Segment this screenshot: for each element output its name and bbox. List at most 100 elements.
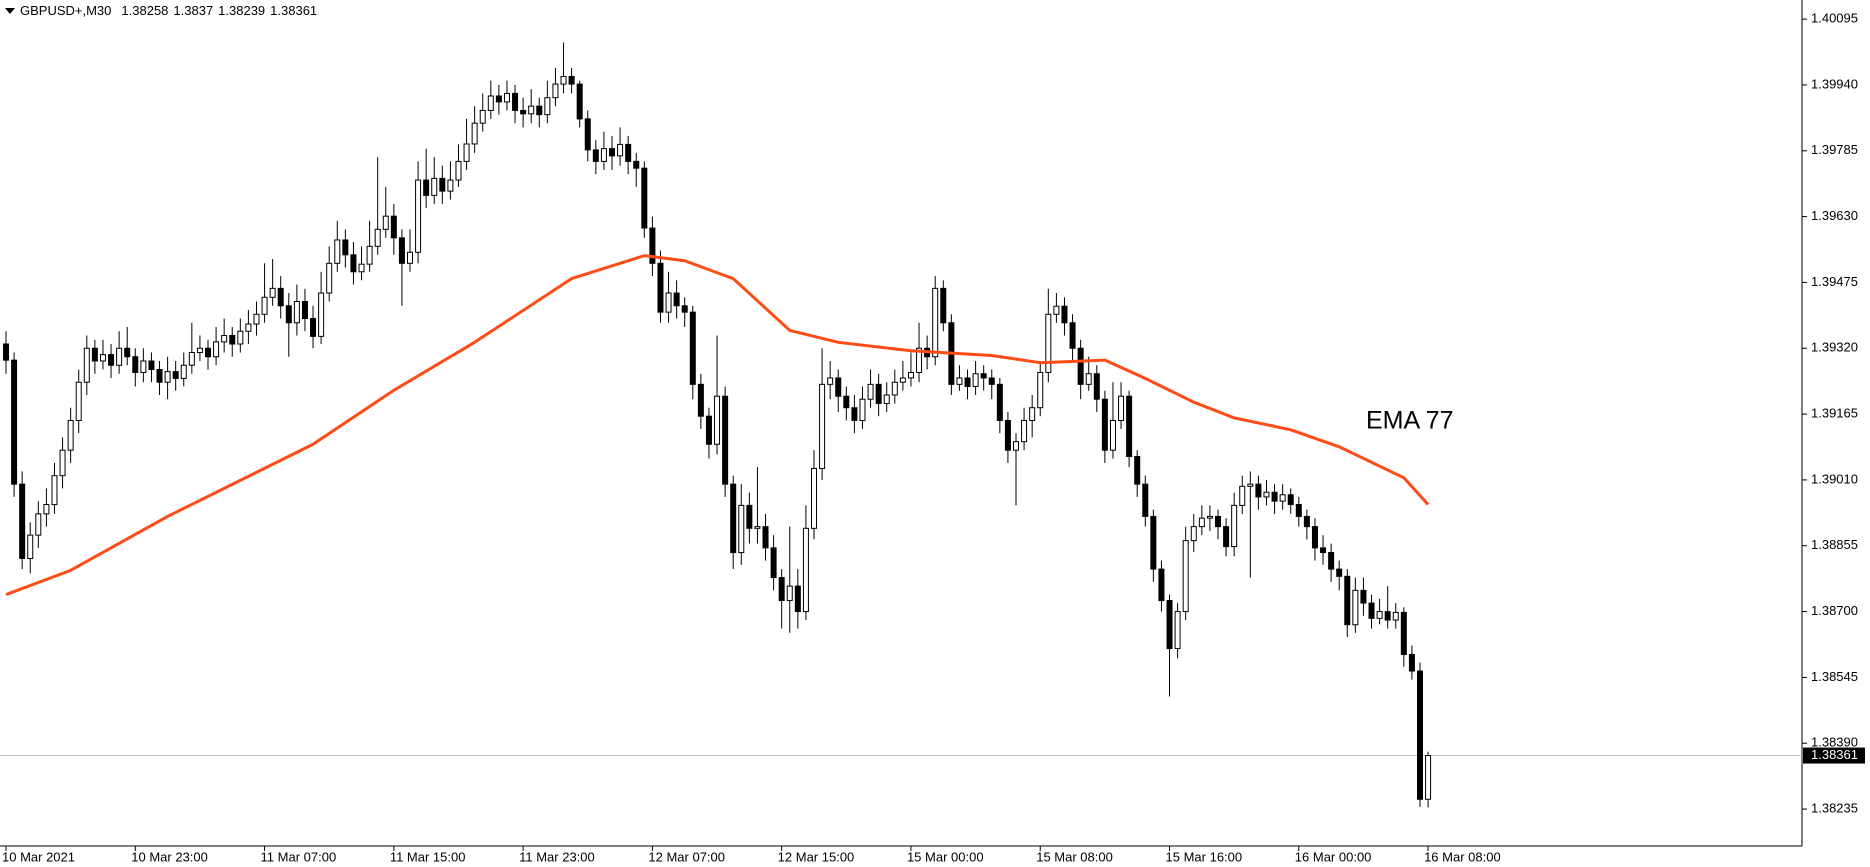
candle-body <box>1368 602 1375 619</box>
candle-body <box>1360 589 1367 604</box>
candle-body <box>390 215 397 239</box>
y-tick-label: 1.40095 <box>1811 11 1858 26</box>
candle-body <box>1053 305 1060 315</box>
candle-body <box>835 377 842 397</box>
x-tick-label: 15 Mar 00:00 <box>907 849 984 864</box>
candle-body <box>544 97 551 116</box>
x-tick-label: 12 Mar 07:00 <box>648 849 725 864</box>
candle-body <box>851 407 858 421</box>
candle-body <box>754 526 761 529</box>
candle-body <box>681 305 688 313</box>
candle-body <box>374 228 381 247</box>
candle-body <box>1231 504 1238 548</box>
candle-body <box>67 419 74 451</box>
x-tick-label: 11 Mar 15:00 <box>390 849 466 864</box>
candle-body <box>972 373 979 387</box>
candle-body <box>1392 611 1399 621</box>
x-tick-label: 15 Mar 08:00 <box>1036 849 1113 864</box>
candle-body <box>132 356 139 373</box>
candle-body <box>714 395 721 445</box>
candle-body <box>487 95 494 111</box>
candle-body <box>1215 515 1221 528</box>
candle-body <box>657 262 664 313</box>
candle-body <box>980 373 987 379</box>
candle-body <box>19 483 26 559</box>
candle-body <box>1352 589 1359 626</box>
candle-body <box>641 167 648 229</box>
menu-triangle[interactable] <box>5 8 15 14</box>
candle-body <box>1320 547 1327 554</box>
candle-body <box>43 504 50 515</box>
candle-body <box>91 347 98 362</box>
candle-body <box>1069 322 1076 349</box>
candle-body <box>1336 568 1343 577</box>
candle-body <box>1417 670 1423 800</box>
candle-body <box>116 347 123 366</box>
candle-body <box>907 371 914 379</box>
candle-body <box>503 92 510 103</box>
x-tick-label: 11 Mar 23:00 <box>519 849 595 864</box>
candle-body <box>883 394 890 404</box>
symbol: GBPUSD+,M30 <box>20 3 111 18</box>
candle-body <box>649 227 656 264</box>
candle-body <box>318 292 325 337</box>
candle-body <box>899 377 906 383</box>
candle-body <box>205 347 211 358</box>
candle-body <box>600 148 607 162</box>
y-tick-label: 1.39320 <box>1811 340 1858 355</box>
candle-body <box>697 383 704 417</box>
candle-body <box>415 179 422 253</box>
candle-body <box>213 341 220 358</box>
candle-body <box>689 311 696 385</box>
low: 1.38239 <box>218 3 265 18</box>
candle-body <box>269 287 276 298</box>
x-tick-label: 15 Mar 16:00 <box>1166 849 1243 864</box>
ema-label: EMA 77 <box>1366 407 1454 435</box>
y-tick-label: 1.39785 <box>1811 142 1858 157</box>
candle-body <box>746 504 753 529</box>
candle-body <box>730 483 737 554</box>
candle-body <box>1311 526 1318 549</box>
candle-body <box>1045 313 1052 373</box>
candle-body <box>342 239 349 256</box>
candle-body <box>75 381 82 421</box>
x-tick-label: 11 Mar 07:00 <box>261 849 337 864</box>
candle-body <box>1150 515 1157 570</box>
candle-body <box>1029 407 1036 421</box>
candle-body <box>802 527 809 613</box>
candle-body <box>786 585 793 602</box>
candle-body <box>1174 611 1181 650</box>
x-tick-label: 10 Mar 23:00 <box>131 849 208 864</box>
candle-body <box>875 383 882 404</box>
candle-body <box>625 143 632 162</box>
candle-body <box>1093 373 1100 400</box>
candle-body <box>520 109 527 115</box>
candle-body <box>172 371 179 379</box>
candle-body <box>617 143 624 157</box>
candle-body <box>1037 371 1044 409</box>
candle-body <box>124 347 131 358</box>
candle-body <box>1425 755 1432 800</box>
candle-body <box>358 263 365 273</box>
y-tick-label: 1.38545 <box>1811 669 1858 684</box>
candle-body <box>326 262 333 294</box>
candle-body <box>1271 491 1278 502</box>
candle-body <box>35 513 42 536</box>
candle-body <box>705 415 712 445</box>
candle-body <box>843 395 850 409</box>
candle-body <box>932 287 939 358</box>
y-tick-label: 1.38700 <box>1811 603 1858 618</box>
candle-body <box>1077 347 1084 385</box>
candle-body <box>261 296 268 315</box>
candle-body <box>552 83 559 99</box>
candle-body <box>1303 515 1310 528</box>
candle-body <box>27 534 34 559</box>
candle-body <box>1085 373 1092 385</box>
candle-body <box>1182 540 1189 613</box>
candle-body <box>431 177 438 196</box>
y-tick-label: 1.39165 <box>1811 406 1858 421</box>
candle-body <box>738 504 745 554</box>
candle-body <box>447 179 454 192</box>
candle-body <box>463 143 470 162</box>
